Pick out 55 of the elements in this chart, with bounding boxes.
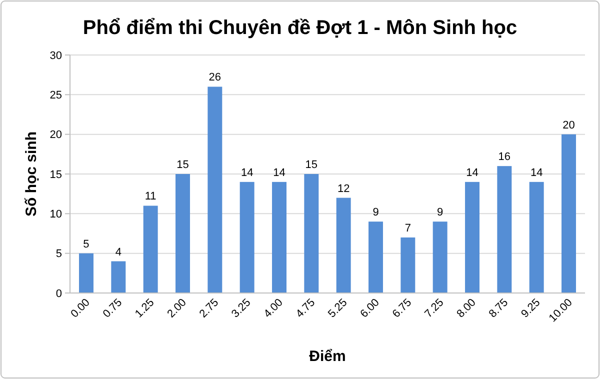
x-tick-label: 6.75 [390, 296, 414, 320]
data-label: 9 [372, 206, 379, 219]
bar [240, 182, 254, 293]
bar [111, 261, 126, 293]
x-tick-label: 9.25 [519, 296, 543, 320]
x-tick-label: 8.75 [486, 296, 511, 320]
data-label: 15 [176, 159, 189, 171]
bar [304, 174, 319, 293]
data-label: 14 [273, 166, 286, 179]
y-tick-label: 5 [56, 248, 62, 260]
bar [143, 206, 158, 293]
bar [465, 182, 480, 293]
x-tick-label: 5.25 [326, 296, 350, 320]
x-tick-label: 8.00 [454, 296, 478, 320]
bar [79, 253, 94, 293]
bar [562, 134, 576, 293]
x-tick-label: 4.00 [262, 296, 286, 320]
x-tick-label: 0.75 [100, 296, 125, 320]
data-label: 14 [240, 166, 254, 179]
data-label: 20 [562, 119, 575, 132]
data-label: 15 [305, 159, 318, 171]
y-tick-label: 15 [50, 168, 62, 181]
data-label: 11 [144, 190, 156, 203]
x-tick-label: 6.00 [358, 296, 382, 320]
y-axis-title: Số học sinh [23, 131, 40, 217]
data-label: 7 [404, 222, 411, 234]
bar [176, 174, 190, 293]
data-label: 5 [83, 238, 90, 250]
bar [208, 86, 222, 293]
bar [432, 222, 448, 293]
x-tick-label: 0.00 [68, 296, 92, 320]
bar [497, 166, 512, 293]
chart-title: Phổ điểm thi Chuyên đề Đợt 1 - Môn Sinh học [82, 17, 518, 39]
data-label: 14 [530, 166, 543, 179]
x-tick-label: 3.25 [230, 296, 254, 320]
data-label: 12 [337, 182, 350, 195]
y-tick-label: 0 [56, 288, 62, 300]
y-tick-label: 20 [50, 129, 62, 142]
x-tick-label: 7.25 [422, 296, 446, 320]
y-tick-label: 10 [50, 208, 62, 221]
data-label: 4 [115, 246, 122, 258]
x-tick-label: 2.00 [165, 296, 189, 320]
y-tick-label: 30 [50, 50, 62, 62]
data-label: 9 [437, 206, 444, 219]
data-label: 26 [208, 72, 222, 84]
data-label: 14 [466, 166, 478, 179]
data-label: 16 [498, 151, 511, 164]
bar [336, 198, 351, 293]
x-axis-title: Điểm [309, 348, 346, 365]
bar [529, 182, 544, 293]
x-tick-label: 4.75 [294, 296, 318, 320]
bar [368, 222, 383, 293]
bar [272, 182, 286, 293]
y-tick-label: 25 [50, 90, 62, 102]
bar [400, 237, 416, 293]
